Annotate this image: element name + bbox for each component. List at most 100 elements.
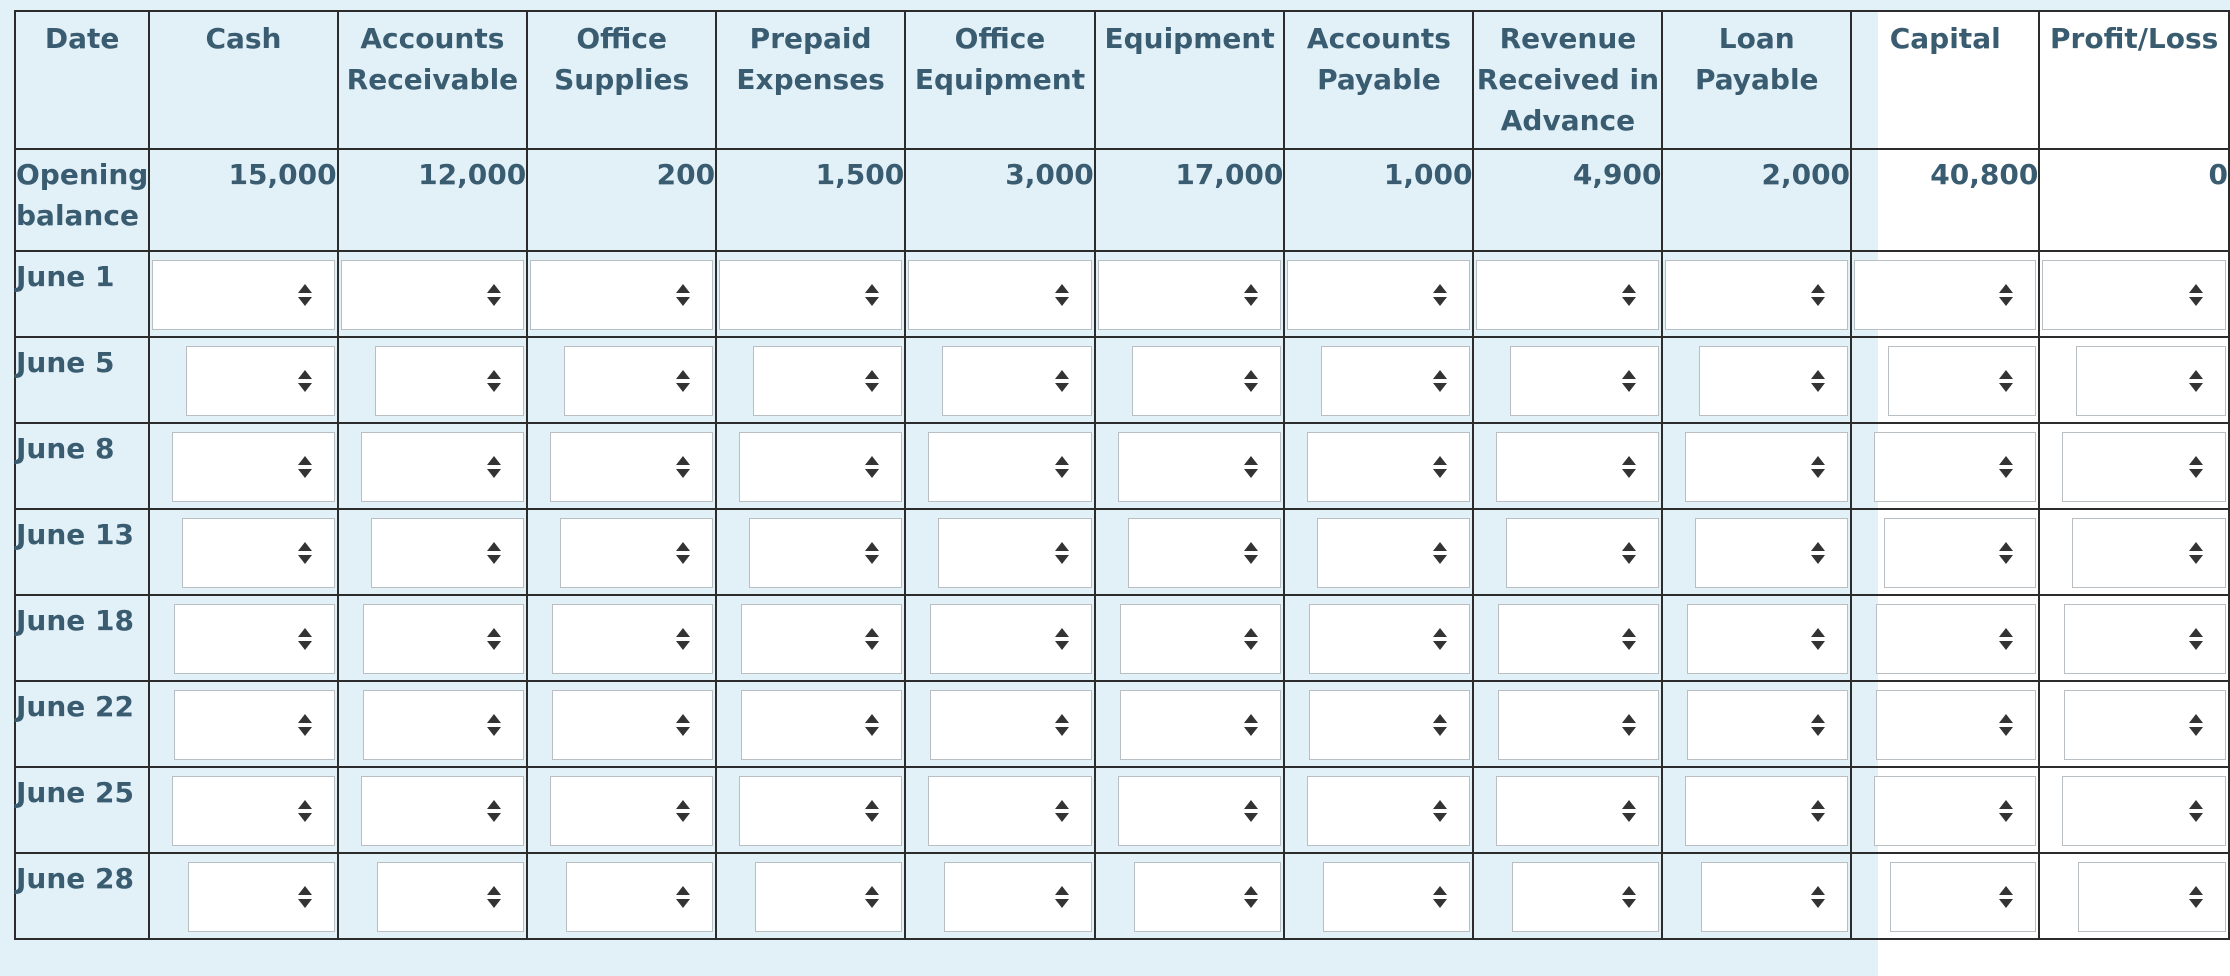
increment-arrow-icon[interactable] [676,456,691,465]
decrement-arrow-icon[interactable] [297,899,312,908]
decrement-arrow-icon[interactable] [1244,641,1259,650]
decrement-arrow-icon[interactable] [865,469,880,478]
decrement-arrow-icon[interactable] [1054,813,1069,822]
amount-stepper-office-equipment[interactable] [942,346,1092,416]
decrement-arrow-icon[interactable] [487,297,502,306]
increment-arrow-icon[interactable] [1433,800,1448,809]
amount-stepper-accounts-payable[interactable] [1287,260,1471,330]
amount-stepper-profit-loss[interactable] [2076,346,2226,416]
increment-arrow-icon[interactable] [487,628,502,637]
increment-arrow-icon[interactable] [1999,456,2014,465]
decrement-arrow-icon[interactable] [676,555,691,564]
amount-stepper-office-equipment[interactable] [930,690,1092,760]
increment-arrow-icon[interactable] [1622,714,1637,723]
decrement-arrow-icon[interactable] [2189,813,2203,822]
amount-stepper-office-equipment[interactable] [944,862,1092,932]
increment-arrow-icon[interactable] [1433,284,1448,293]
amount-stepper-office-supplies[interactable] [530,260,714,330]
decrement-arrow-icon[interactable] [1999,813,2014,822]
amount-stepper-profit-loss[interactable] [2072,518,2226,588]
increment-arrow-icon[interactable] [1811,370,1826,379]
increment-arrow-icon[interactable] [676,370,691,379]
amount-stepper-cash[interactable] [188,862,335,932]
up-down-arrows-icon[interactable] [1433,456,1448,478]
up-down-arrows-icon[interactable] [1244,284,1259,306]
increment-arrow-icon[interactable] [865,284,880,293]
amount-stepper-office-equipment[interactable] [938,518,1092,588]
amount-stepper-office-supplies[interactable] [550,776,714,846]
decrement-arrow-icon[interactable] [676,383,691,392]
decrement-arrow-icon[interactable] [1999,555,2014,564]
decrement-arrow-icon[interactable] [2189,899,2203,908]
increment-arrow-icon[interactable] [1999,284,2014,293]
decrement-arrow-icon[interactable] [487,641,502,650]
amount-stepper-equipment[interactable] [1119,690,1282,760]
up-down-arrows-icon[interactable] [1433,714,1448,736]
increment-arrow-icon[interactable] [297,456,312,465]
up-down-arrows-icon[interactable] [1622,714,1637,736]
decrement-arrow-icon[interactable] [487,899,502,908]
up-down-arrows-icon[interactable] [1811,370,1826,392]
up-down-arrows-icon[interactable] [1811,886,1826,908]
increment-arrow-icon[interactable] [487,714,502,723]
amount-stepper-prepaid-expenses[interactable] [741,690,903,760]
decrement-arrow-icon[interactable] [1054,383,1069,392]
decrement-arrow-icon[interactable] [676,899,691,908]
up-down-arrows-icon[interactable] [865,628,880,650]
increment-arrow-icon[interactable] [1433,542,1448,551]
decrement-arrow-icon[interactable] [1244,297,1259,306]
up-down-arrows-icon[interactable] [676,886,691,908]
increment-arrow-icon[interactable] [1622,456,1637,465]
amount-stepper-accounts-receivable[interactable] [376,862,525,932]
decrement-arrow-icon[interactable] [297,297,312,306]
amount-stepper-accounts-payable[interactable] [1317,518,1471,588]
increment-arrow-icon[interactable] [865,628,880,637]
increment-arrow-icon[interactable] [1999,800,2014,809]
increment-arrow-icon[interactable] [1244,800,1259,809]
decrement-arrow-icon[interactable] [1433,727,1448,736]
decrement-arrow-icon[interactable] [865,641,880,650]
increment-arrow-icon[interactable] [1811,628,1826,637]
increment-arrow-icon[interactable] [1244,284,1259,293]
decrement-arrow-icon[interactable] [1811,469,1826,478]
amount-stepper-accounts-payable[interactable] [1307,776,1471,846]
increment-arrow-icon[interactable] [1622,370,1637,379]
decrement-arrow-icon[interactable] [1999,641,2014,650]
decrement-arrow-icon[interactable] [1433,297,1448,306]
decrement-arrow-icon[interactable] [1999,727,2014,736]
increment-arrow-icon[interactable] [1999,714,2014,723]
up-down-arrows-icon[interactable] [1054,284,1069,306]
decrement-arrow-icon[interactable] [1244,555,1259,564]
decrement-arrow-icon[interactable] [2189,469,2203,478]
decrement-arrow-icon[interactable] [297,555,312,564]
amount-stepper-equipment[interactable] [1119,604,1282,674]
up-down-arrows-icon[interactable] [487,542,502,564]
up-down-arrows-icon[interactable] [1244,886,1259,908]
up-down-arrows-icon[interactable] [1054,800,1069,822]
amount-stepper-cash[interactable] [174,604,335,674]
amount-stepper-office-supplies[interactable] [552,690,714,760]
up-down-arrows-icon[interactable] [1999,800,2014,822]
increment-arrow-icon[interactable] [1811,284,1826,293]
amount-stepper-cash[interactable] [152,260,335,330]
up-down-arrows-icon[interactable] [1244,800,1259,822]
amount-stepper-accounts-receivable[interactable] [374,346,525,416]
increment-arrow-icon[interactable] [1811,886,1826,895]
decrement-arrow-icon[interactable] [297,641,312,650]
decrement-arrow-icon[interactable] [1244,469,1259,478]
amount-stepper-equipment[interactable] [1127,518,1282,588]
increment-arrow-icon[interactable] [2189,714,2203,723]
amount-stepper-office-supplies[interactable] [550,432,714,502]
amount-stepper-accounts-payable[interactable] [1309,690,1471,760]
increment-arrow-icon[interactable] [1054,800,1069,809]
up-down-arrows-icon[interactable] [487,628,502,650]
increment-arrow-icon[interactable] [1622,886,1637,895]
amount-stepper-accounts-payable[interactable] [1307,432,1471,502]
amount-stepper-capital[interactable] [1876,604,2037,674]
up-down-arrows-icon[interactable] [1433,542,1448,564]
decrement-arrow-icon[interactable] [1811,383,1826,392]
decrement-arrow-icon[interactable] [1622,641,1637,650]
amount-stepper-office-equipment[interactable] [930,604,1092,674]
up-down-arrows-icon[interactable] [1622,284,1637,306]
increment-arrow-icon[interactable] [1999,886,2014,895]
